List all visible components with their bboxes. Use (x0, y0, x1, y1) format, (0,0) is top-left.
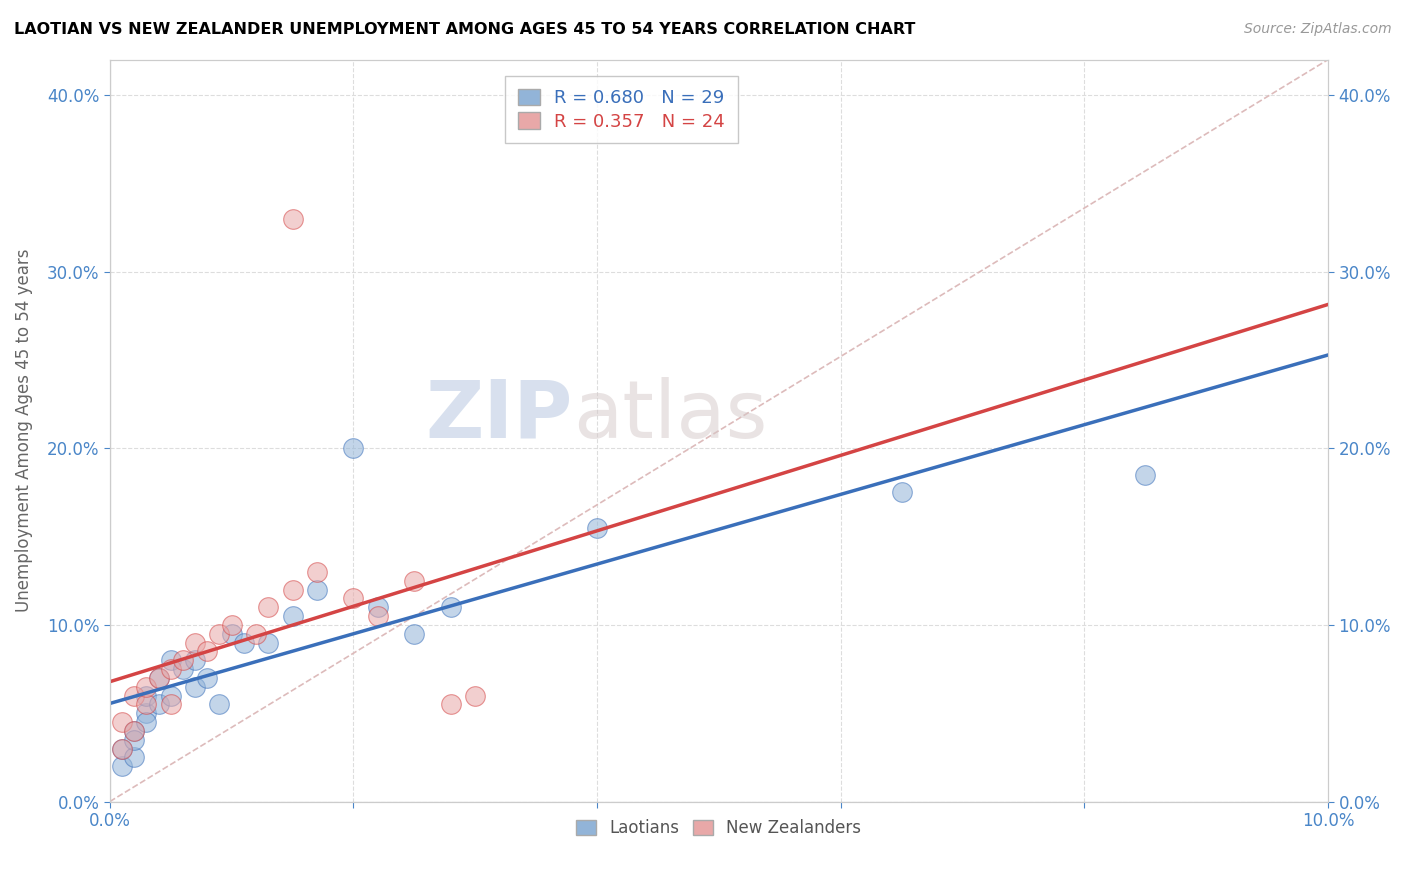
Point (111, 741, 134, 756)
Point (159, 689, 181, 703)
Point (281, 609, 304, 624)
Point (159, 662, 181, 676)
Text: ZIP: ZIP (426, 376, 572, 455)
Point (135, 680, 157, 694)
Point (135, 698, 157, 712)
Point (404, 574, 426, 588)
Point (586, 521, 609, 535)
Point (208, 626, 231, 640)
Point (305, 565, 328, 579)
Y-axis label: Unemployment Among Ages 45 to 54 years: Unemployment Among Ages 45 to 54 years (15, 249, 32, 612)
Point (172, 662, 194, 676)
Point (195, 671, 218, 685)
Point (159, 698, 181, 712)
Point (122, 689, 145, 703)
Text: Source: ZipAtlas.com: Source: ZipAtlas.com (1244, 22, 1392, 37)
Point (281, 211, 304, 226)
Point (221, 618, 243, 632)
Point (257, 600, 280, 615)
Point (184, 680, 207, 694)
Point (148, 671, 170, 685)
Point (122, 750, 145, 764)
Point (148, 671, 170, 685)
Point (111, 741, 134, 756)
Point (122, 723, 145, 738)
Point (135, 689, 157, 703)
Point (257, 635, 280, 649)
Point (440, 600, 463, 615)
Point (172, 653, 194, 667)
Point (890, 485, 912, 500)
Point (135, 715, 157, 730)
Point (208, 698, 231, 712)
Point (122, 723, 145, 738)
Point (305, 582, 328, 597)
Point (464, 689, 486, 703)
Point (221, 626, 243, 640)
Point (111, 759, 134, 773)
Point (148, 698, 170, 712)
Point (342, 442, 364, 456)
Point (1135, 467, 1157, 482)
Point (195, 644, 218, 658)
Text: atlas: atlas (572, 376, 768, 455)
Point (184, 653, 207, 667)
Point (122, 732, 145, 747)
Point (111, 715, 134, 730)
Point (367, 600, 389, 615)
Point (342, 591, 364, 606)
Text: LAOTIAN VS NEW ZEALANDER UNEMPLOYMENT AMONG AGES 45 TO 54 YEARS CORRELATION CHAR: LAOTIAN VS NEW ZEALANDER UNEMPLOYMENT AM… (14, 22, 915, 37)
Point (245, 626, 267, 640)
Legend: Laotians, New Zealanders: Laotians, New Zealanders (568, 811, 870, 846)
Point (232, 635, 254, 649)
Point (367, 609, 389, 624)
Point (440, 698, 463, 712)
Point (281, 582, 304, 597)
Point (135, 706, 157, 721)
Point (184, 635, 207, 649)
Point (404, 626, 426, 640)
Point (159, 653, 181, 667)
